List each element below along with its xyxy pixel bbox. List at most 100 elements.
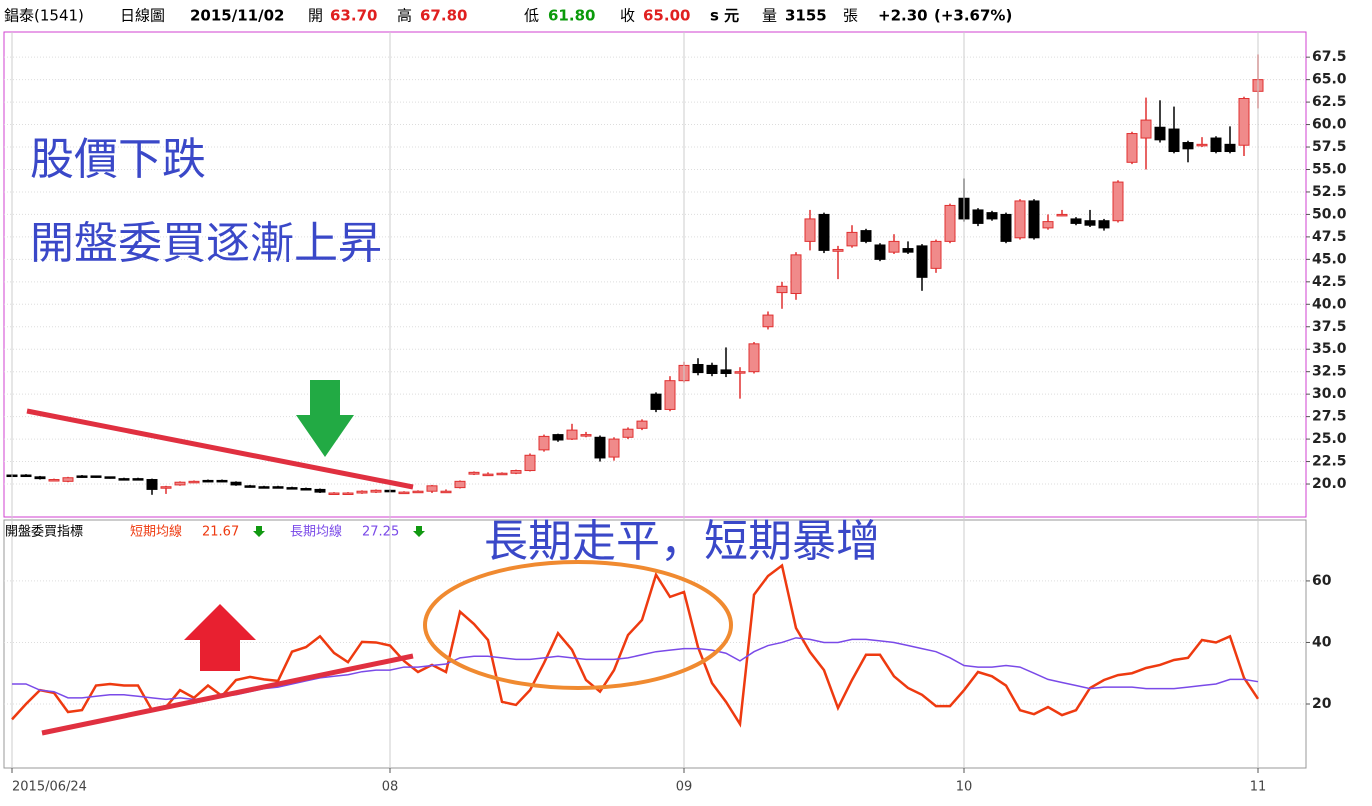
y-tick-label: 67.5 — [1312, 49, 1347, 65]
candle-body — [34, 476, 46, 480]
candle-body — [510, 470, 522, 474]
candle-body — [664, 380, 676, 410]
indicator-panel — [3, 519, 1307, 769]
candle-body — [832, 248, 844, 252]
candle-body — [930, 240, 942, 269]
candle-body — [1084, 220, 1096, 226]
high-value: 67.80 — [420, 7, 467, 25]
candle-body — [188, 480, 200, 484]
y-tick-label: 30.0 — [1312, 386, 1347, 402]
y-tick-label: 42.5 — [1312, 274, 1347, 290]
candle-body — [622, 428, 634, 438]
candle-body — [1182, 142, 1194, 150]
candle-body — [580, 434, 592, 437]
candle-body — [538, 435, 550, 451]
y-tick-label: 40 — [1312, 634, 1332, 650]
header: 錩泰(1541) 日線圖 2015/11/02 開 63.70 高 67.80 … — [4, 7, 1012, 25]
candle-body — [762, 314, 774, 328]
low-value: 61.80 — [548, 7, 595, 25]
y-tick-label: 65.0 — [1312, 72, 1347, 88]
legend-value: 21.67 — [202, 525, 239, 540]
change: +2.30 — [878, 7, 928, 25]
candle-body — [356, 490, 368, 494]
candle-body — [1168, 128, 1180, 153]
candle-body — [286, 487, 298, 490]
price-panel — [3, 31, 1307, 518]
y-tick-label: 20.0 — [1312, 476, 1347, 492]
x-tick-label: 09 — [676, 780, 693, 795]
candle-body — [524, 454, 536, 472]
candle-body — [48, 479, 60, 482]
candle-body — [1140, 119, 1152, 139]
candle-body — [1098, 220, 1110, 229]
low-label: 低 — [524, 7, 539, 25]
candle-body — [1154, 126, 1166, 141]
candle-body — [104, 476, 116, 479]
close-value: 65.00 — [643, 7, 690, 25]
candle-body — [76, 475, 88, 478]
candle-body — [650, 393, 662, 410]
candle-body — [216, 479, 228, 483]
y-tick-label: 32.5 — [1312, 364, 1347, 380]
close-label: 收 — [620, 7, 635, 25]
candle-body — [300, 488, 312, 491]
candle-body — [594, 436, 606, 459]
candle-body — [230, 481, 242, 486]
candle-body — [272, 486, 284, 489]
open-value: 63.70 — [330, 7, 377, 25]
x-tick-label: 11 — [1250, 780, 1267, 795]
candle-body — [342, 492, 354, 496]
change-pct: (+3.67%) — [934, 7, 1012, 25]
candle-body — [552, 434, 564, 441]
high-label: 高 — [397, 7, 412, 25]
candle-body — [566, 429, 578, 440]
y-tick-label: 57.5 — [1312, 139, 1347, 155]
unit: s 元 — [710, 7, 739, 25]
y-tick-label: 62.5 — [1312, 94, 1347, 110]
candle-body — [62, 477, 74, 482]
candle-body — [482, 473, 494, 477]
candle-body — [132, 478, 144, 481]
y-tick-label: 27.5 — [1312, 409, 1347, 425]
candle-body — [426, 485, 438, 492]
candle-body — [440, 490, 452, 494]
candle-body — [944, 204, 956, 242]
y-tick-label: 47.5 — [1312, 229, 1347, 245]
candle-body — [1210, 137, 1222, 153]
x-tick-label: 10 — [956, 780, 973, 795]
x-tick-label: 08 — [382, 780, 399, 795]
candle-body — [636, 420, 648, 429]
candle-body — [314, 488, 326, 493]
stock-name: 錩泰(1541) — [4, 7, 84, 25]
legend-label: 短期均線 — [130, 524, 182, 540]
candle-body — [1028, 200, 1040, 239]
candle-body — [412, 490, 424, 494]
candle-body — [258, 486, 270, 489]
candle-body — [496, 472, 508, 476]
candle-body — [874, 244, 886, 260]
candle-body — [776, 285, 788, 294]
y-tick-label: 40.0 — [1312, 296, 1347, 312]
y-tick-label: 60 — [1312, 573, 1332, 589]
candle-body — [986, 212, 998, 220]
plot-layer: 20.0 22.5 25.0 27.5 30.0 32.5 35.0 37.5 40.0 42.5… — [4, 32, 1347, 795]
candle-body — [1112, 181, 1124, 222]
candle-body — [818, 213, 830, 251]
date: 2015/11/02 — [190, 7, 284, 25]
candle-body — [1014, 200, 1026, 239]
y-tick-label: 45.0 — [1312, 251, 1347, 267]
candle-body — [454, 480, 466, 489]
candle-body — [244, 485, 256, 488]
annotation: 長期走平，短期暴增 — [484, 516, 880, 567]
down-arrow — [296, 380, 354, 457]
up-arrow — [184, 604, 256, 671]
candle-body — [398, 491, 410, 495]
y-tick-label: 55.0 — [1312, 161, 1347, 177]
x-tick-label: 2015/06/24 — [12, 780, 87, 795]
legend-arrow — [413, 526, 425, 537]
candle-body — [706, 364, 718, 374]
y-tick-label: 50.0 — [1312, 206, 1347, 222]
candle-body — [118, 478, 130, 481]
candle-body — [1196, 143, 1208, 147]
